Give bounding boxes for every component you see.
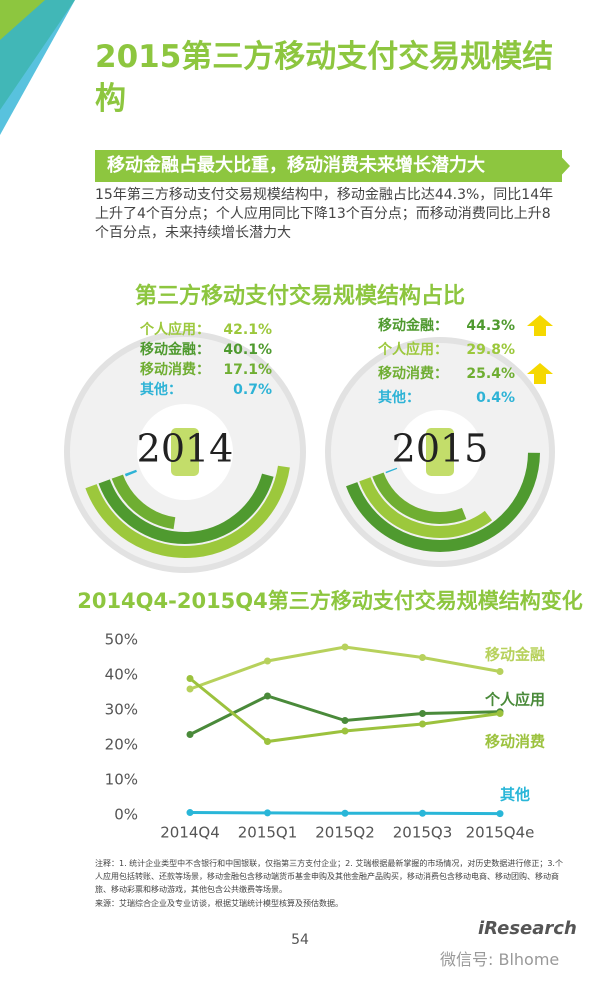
corner-deco bbox=[0, 0, 75, 135]
y-tick-label: 50% bbox=[105, 631, 138, 649]
trend-arrow bbox=[527, 315, 553, 336]
notes: 注释：1. 统计企业类型中不含银行和中国银联，仅指第三方支付企业；2. 艾瑞根据… bbox=[95, 859, 563, 894]
data-point bbox=[496, 710, 504, 717]
legend-label: 移动金融： bbox=[378, 317, 448, 334]
value-label: 40.1% bbox=[223, 342, 272, 358]
data-point bbox=[341, 643, 349, 651]
donut-year: 2015 bbox=[392, 427, 489, 471]
logo: iResearch bbox=[478, 918, 577, 939]
value-label: 42.1% bbox=[223, 322, 272, 338]
phone-icon bbox=[171, 428, 199, 476]
value-label: 44.3% bbox=[466, 318, 515, 334]
source: 来源：艾瑞综合企业及专业访谈，根据艾瑞统计模型核算及预估数据。 bbox=[95, 899, 343, 908]
data-point bbox=[264, 692, 271, 700]
legend-label: 移动消费： bbox=[378, 365, 448, 382]
donut-ring bbox=[346, 452, 540, 552]
section-title: 第三方移动支付交易规模结构占比 bbox=[134, 284, 465, 309]
chart-title: 2014Q4-2015Q4第三方移动支付交易规模结构变化 bbox=[77, 589, 583, 613]
y-tick-label: 40% bbox=[105, 666, 138, 684]
value-label: 17.1% bbox=[223, 362, 272, 378]
y-tick-label: 20% bbox=[105, 736, 138, 754]
data-point bbox=[264, 809, 271, 817]
donut-ring bbox=[85, 465, 290, 558]
x-tick-label: 2015Q1 bbox=[238, 824, 298, 842]
data-point bbox=[496, 668, 504, 675]
series-label: 个人应用 bbox=[484, 691, 545, 709]
x-tick-label: 2015Q2 bbox=[315, 824, 375, 842]
data-point bbox=[419, 710, 426, 717]
data-point bbox=[186, 731, 194, 738]
legend-label: 其他： bbox=[378, 389, 420, 406]
data-point bbox=[341, 727, 349, 735]
value-label: 0.7% bbox=[233, 382, 272, 398]
data-point bbox=[186, 809, 194, 817]
data-point bbox=[419, 720, 426, 728]
donut-ring bbox=[372, 472, 467, 524]
legend-label: 个人应用： bbox=[139, 321, 210, 338]
donut-year: 2014 bbox=[137, 427, 234, 471]
watermark: 微信号: Blhome bbox=[440, 950, 560, 969]
banner: 移动金融占最大比重，移动消费未来增长潜力大 bbox=[95, 150, 562, 182]
data-point bbox=[186, 675, 194, 682]
title: 2015第三方移动支付交易规模结构 bbox=[95, 39, 554, 117]
x-tick-label: 2015Q4e bbox=[466, 824, 535, 842]
series-line bbox=[189, 645, 501, 691]
phone-icon bbox=[426, 428, 454, 476]
trend-arrow bbox=[527, 363, 553, 384]
data-point bbox=[264, 738, 271, 745]
y-tick-label: 30% bbox=[105, 701, 138, 719]
data-point bbox=[419, 654, 426, 661]
value-label: 29.8% bbox=[466, 342, 515, 358]
paragraph: 15年第三方移动支付交易规模结构中，移动金融占比达44.3%，同比14年上升了4… bbox=[95, 187, 554, 241]
data-point bbox=[264, 657, 271, 665]
x-tick-label: 2014Q4 bbox=[160, 824, 220, 842]
series-label: 移动消费 bbox=[485, 733, 545, 751]
data-point bbox=[341, 809, 349, 817]
y-tick-label: 10% bbox=[105, 771, 138, 789]
data-point bbox=[341, 717, 349, 724]
x-tick-label: 2015Q3 bbox=[393, 824, 453, 842]
data-point bbox=[186, 685, 194, 693]
donut-ring bbox=[98, 473, 274, 544]
page-number: 54 bbox=[291, 932, 309, 948]
value-label: 0.4% bbox=[476, 390, 515, 406]
donut-ring bbox=[111, 474, 176, 530]
y-tick-label: 0% bbox=[114, 806, 138, 824]
data-point bbox=[419, 809, 426, 817]
legend-label: 个人应用： bbox=[377, 341, 448, 358]
donut-ring bbox=[359, 477, 493, 538]
legend-label: 移动消费： bbox=[140, 361, 210, 378]
series-label: 其他 bbox=[500, 786, 530, 804]
legend-label: 移动金融： bbox=[140, 341, 210, 358]
series-label: 移动金融 bbox=[485, 646, 545, 664]
donut-ring bbox=[124, 469, 137, 477]
legend-label: 其他： bbox=[140, 381, 182, 398]
data-point bbox=[496, 810, 504, 818]
value-label: 25.4% bbox=[466, 366, 515, 382]
